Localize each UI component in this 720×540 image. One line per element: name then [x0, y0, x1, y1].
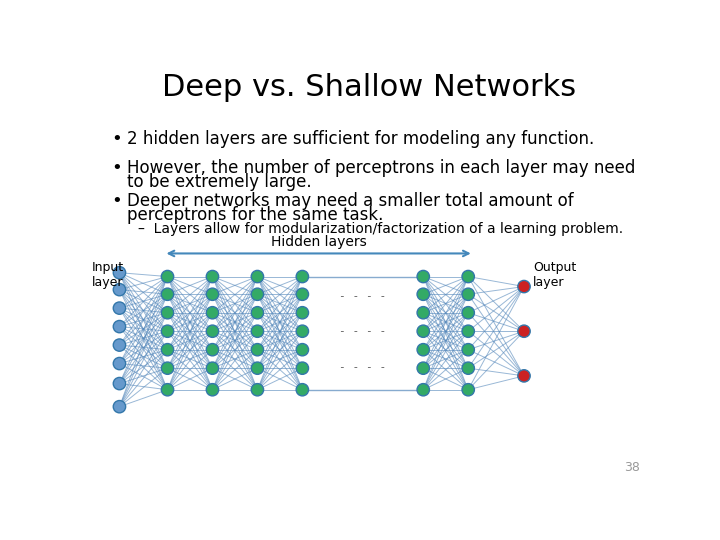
Circle shape: [206, 362, 219, 374]
Circle shape: [206, 383, 219, 396]
Circle shape: [251, 307, 264, 319]
Text: - - - -: - - - -: [339, 326, 387, 336]
Circle shape: [113, 377, 126, 390]
Circle shape: [417, 288, 429, 300]
Circle shape: [206, 343, 219, 356]
Circle shape: [161, 288, 174, 300]
Circle shape: [417, 325, 429, 338]
Text: •: •: [112, 192, 122, 210]
Circle shape: [113, 401, 126, 413]
Circle shape: [251, 288, 264, 300]
Circle shape: [296, 288, 309, 300]
Circle shape: [417, 271, 429, 283]
Circle shape: [462, 343, 474, 356]
Text: Deeper networks may need a smaller total amount of: Deeper networks may need a smaller total…: [127, 192, 574, 210]
Text: Input
layer: Input layer: [91, 261, 124, 289]
Text: - - - -: - - - -: [339, 362, 387, 372]
Circle shape: [417, 343, 429, 356]
Circle shape: [417, 362, 429, 374]
Text: Deep vs. Shallow Networks: Deep vs. Shallow Networks: [162, 72, 576, 102]
Circle shape: [462, 325, 474, 338]
Circle shape: [417, 307, 429, 319]
Circle shape: [251, 343, 264, 356]
Text: Hidden layers: Hidden layers: [271, 235, 366, 249]
Circle shape: [462, 288, 474, 300]
Circle shape: [113, 302, 126, 314]
Text: –  Layers allow for modularization/factorization of a learning problem.: – Layers allow for modularization/factor…: [138, 222, 624, 236]
Text: •: •: [112, 159, 122, 177]
Circle shape: [417, 383, 429, 396]
Circle shape: [462, 383, 474, 396]
Circle shape: [161, 325, 174, 338]
Circle shape: [251, 271, 264, 283]
Circle shape: [296, 362, 309, 374]
Circle shape: [113, 339, 126, 351]
Text: However, the number of perceptrons in each layer may need: However, the number of perceptrons in ea…: [127, 159, 636, 177]
Text: •: •: [112, 130, 122, 148]
Circle shape: [296, 325, 309, 338]
Text: - - - -: - - - -: [339, 291, 387, 301]
Circle shape: [206, 325, 219, 338]
Circle shape: [518, 370, 530, 382]
Circle shape: [251, 383, 264, 396]
Circle shape: [206, 307, 219, 319]
Text: Output
layer: Output layer: [534, 261, 577, 289]
Circle shape: [113, 284, 126, 296]
Circle shape: [518, 280, 530, 293]
Circle shape: [296, 271, 309, 283]
Circle shape: [462, 271, 474, 283]
Circle shape: [161, 307, 174, 319]
Circle shape: [462, 307, 474, 319]
Text: 2 hidden layers are sufficient for modeling any function.: 2 hidden layers are sufficient for model…: [127, 130, 595, 148]
Circle shape: [113, 267, 126, 279]
Circle shape: [161, 362, 174, 374]
Circle shape: [518, 325, 530, 338]
Circle shape: [296, 383, 309, 396]
Circle shape: [161, 343, 174, 356]
Circle shape: [251, 325, 264, 338]
Circle shape: [296, 307, 309, 319]
Circle shape: [296, 343, 309, 356]
Text: 38: 38: [624, 462, 640, 475]
Circle shape: [113, 357, 126, 370]
Text: to be extremely large.: to be extremely large.: [127, 173, 312, 191]
Circle shape: [161, 271, 174, 283]
Circle shape: [251, 362, 264, 374]
Circle shape: [113, 320, 126, 333]
Circle shape: [206, 271, 219, 283]
Circle shape: [206, 288, 219, 300]
Text: perceptrons for the same task.: perceptrons for the same task.: [127, 206, 384, 224]
Circle shape: [462, 362, 474, 374]
Circle shape: [161, 383, 174, 396]
